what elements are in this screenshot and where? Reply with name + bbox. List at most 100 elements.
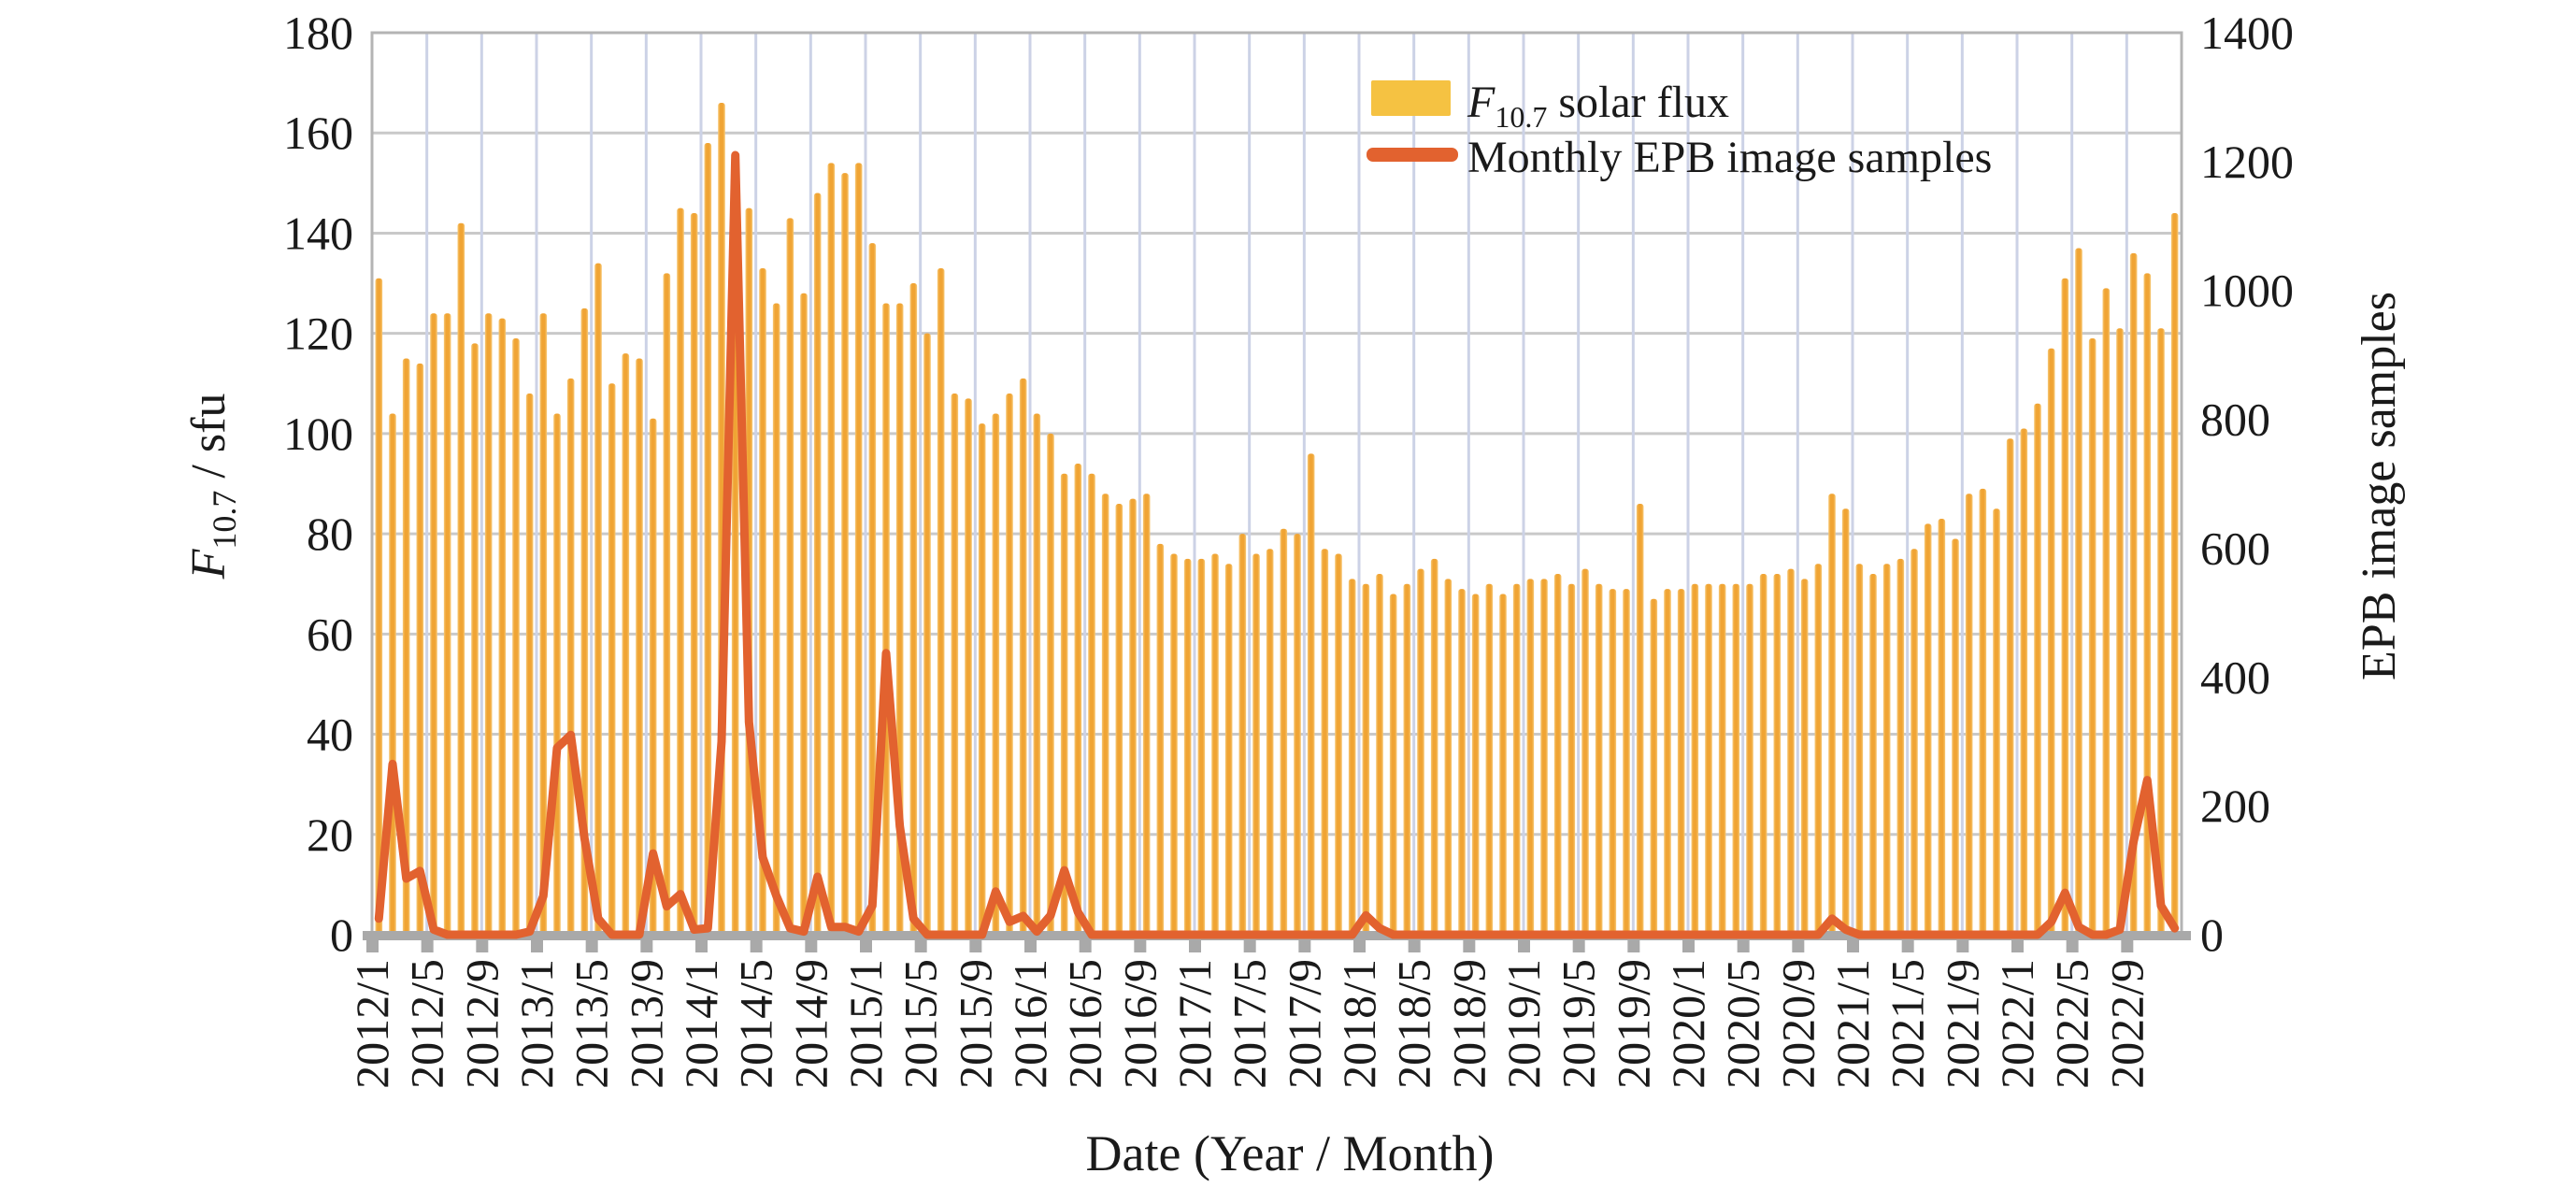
x-tick — [860, 940, 872, 952]
x-tick-label: 2016/9 — [1113, 959, 1166, 1089]
right-tick-label: 0 — [2200, 909, 2224, 961]
bar — [1211, 553, 1219, 938]
x-tick — [1353, 940, 1366, 952]
bar — [1335, 553, 1342, 938]
x-tick — [531, 940, 543, 952]
bar — [498, 318, 507, 938]
x-tick-label: 2021/5 — [1882, 959, 1934, 1089]
bar — [800, 293, 808, 938]
x-tick-label: 2013/1 — [510, 959, 563, 1089]
x-tick — [640, 940, 653, 952]
gridlines — [372, 33, 2182, 935]
bar — [512, 338, 520, 938]
bar — [1512, 583, 1521, 938]
bar — [813, 193, 822, 939]
bar — [2157, 328, 2165, 938]
x-tick — [421, 940, 434, 952]
x-tick — [2011, 940, 2024, 952]
bar — [1993, 508, 2000, 938]
bar — [909, 283, 918, 938]
x-tick-label: 2019/9 — [1607, 959, 1659, 1089]
bar — [1841, 508, 1850, 938]
x-tick-label: 2021/9 — [1936, 959, 1988, 1089]
bar — [1471, 594, 1480, 938]
x-tick — [585, 940, 598, 952]
bar — [580, 308, 589, 939]
bar — [389, 413, 396, 938]
x-tick-label: 2016/5 — [1059, 959, 1111, 1089]
bar — [2006, 438, 2014, 938]
x-tick-label: 2016/1 — [1004, 959, 1056, 1089]
bar — [1691, 583, 1699, 938]
right-tick-label: 1000 — [2200, 265, 2294, 317]
x-tick-label: 2014/1 — [675, 959, 727, 1089]
bar — [525, 394, 534, 938]
left-tick-label: 0 — [330, 909, 353, 961]
bar — [1677, 589, 1685, 938]
x-tick-label: 2012/9 — [455, 959, 508, 1089]
bar — [1938, 519, 1946, 938]
bar — [951, 394, 959, 938]
bar — [1623, 589, 1630, 938]
left-axis-title: F10.7 / sfu — [182, 394, 243, 580]
bar — [1417, 568, 1424, 938]
bar — [2143, 273, 2152, 938]
bar — [1526, 579, 1535, 938]
right-tick-label: 1400 — [2200, 7, 2294, 59]
bar — [1444, 579, 1453, 938]
bar — [1101, 494, 1109, 938]
x-tick — [366, 940, 379, 952]
x-tick-label: 2017/1 — [1168, 959, 1221, 1089]
left-tick-label: 160 — [283, 107, 353, 159]
x-tick-label: 2015/9 — [949, 959, 1001, 1089]
bar — [1650, 598, 1658, 938]
bar — [1553, 574, 1562, 938]
x-tick — [695, 940, 708, 952]
bar — [1142, 494, 1151, 938]
left-tick-label: 40 — [307, 709, 353, 761]
x-tick — [1189, 940, 1201, 952]
bar — [1952, 538, 1959, 938]
x-tick — [1682, 940, 1695, 952]
bar — [2075, 248, 2082, 938]
x-tick — [1627, 940, 1640, 952]
x-tick — [1079, 940, 1092, 952]
x-tick-label: 2020/5 — [1717, 959, 1769, 1089]
right-tick-label: 800 — [2200, 394, 2270, 446]
bar — [1224, 564, 1233, 938]
bar — [402, 358, 410, 938]
bar — [1033, 413, 1041, 938]
bar — [1718, 583, 1726, 938]
bar — [854, 163, 863, 938]
bar — [923, 333, 931, 939]
bar — [471, 343, 479, 938]
bar — [1924, 523, 1932, 938]
bar — [1814, 564, 1823, 938]
x-tick — [1792, 940, 1805, 952]
x-axis-title: Date (Year / Month) — [1086, 1125, 1495, 1181]
x-tick-label: 2018/1 — [1333, 959, 1385, 1089]
legend-bar-swatch — [1371, 80, 1451, 116]
bar — [457, 222, 465, 938]
bar — [1047, 433, 1054, 938]
bar — [430, 313, 437, 938]
bar — [2170, 213, 2179, 938]
bar — [1088, 473, 1095, 938]
bar — [566, 378, 575, 939]
x-tick-label: 2019/1 — [1497, 959, 1550, 1089]
right-tick-label: 600 — [2200, 522, 2270, 574]
legend-bar-label: F10.7 solar flux — [1467, 78, 1729, 134]
left-tick-label: 80 — [307, 508, 353, 560]
bar — [1156, 543, 1165, 938]
x-tick-label: 2013/5 — [565, 959, 618, 1089]
x-tick-label: 2017/9 — [1278, 959, 1330, 1089]
bar — [484, 313, 493, 938]
x-tick — [1518, 940, 1530, 952]
bar — [2116, 328, 2124, 938]
bar — [1252, 553, 1260, 938]
bar — [1129, 498, 1137, 938]
bar — [1376, 574, 1383, 938]
x-tick-label: 2019/5 — [1553, 959, 1605, 1089]
bar — [636, 358, 643, 938]
x-tick-label: 2020/1 — [1662, 959, 1714, 1089]
